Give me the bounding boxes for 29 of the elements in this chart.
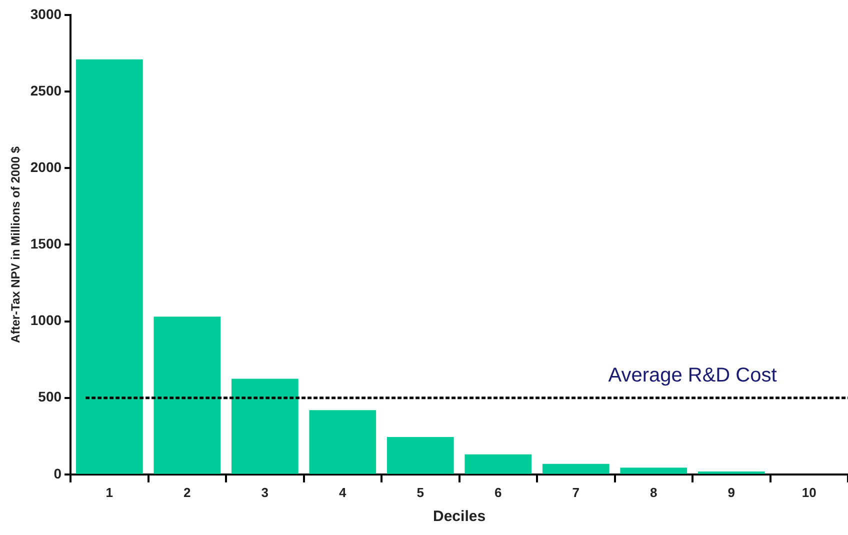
bar	[309, 410, 376, 474]
y-tick-label: 3000	[30, 6, 62, 22]
bar	[154, 316, 221, 474]
x-tick-label: 2	[184, 484, 191, 500]
y-tick-label: 1500	[30, 236, 62, 252]
x-tick-label: 6	[494, 484, 502, 500]
bar	[698, 471, 765, 474]
bar	[542, 464, 610, 474]
x-tick-label: 1	[106, 484, 114, 500]
x-axis-title: Deciles	[433, 508, 486, 526]
ref-line-label: Average R&D Cost	[608, 364, 778, 386]
x-tick-label: 5	[416, 484, 424, 500]
bar	[620, 468, 688, 474]
bar	[76, 59, 143, 474]
x-tick-label: 7	[572, 484, 580, 500]
bar	[231, 378, 298, 474]
x-tick-label: 4	[339, 484, 348, 500]
x-tick-label: 9	[728, 484, 735, 500]
x-tick-label: 10	[802, 484, 816, 500]
y-tick-label: 0	[54, 465, 62, 482]
y-tick-label: 2000	[30, 158, 62, 175]
x-tick-label: 3	[261, 484, 269, 500]
bar	[464, 454, 532, 474]
y-tick-label: 1000	[30, 312, 62, 328]
bar	[386, 437, 454, 474]
y-tick-label: 500	[38, 388, 62, 405]
y-axis-title: After-Tax NPV in Millions of 2000 $	[8, 146, 23, 343]
y-tick-label: 2500	[30, 82, 62, 98]
x-tick-label: 8	[650, 484, 658, 500]
